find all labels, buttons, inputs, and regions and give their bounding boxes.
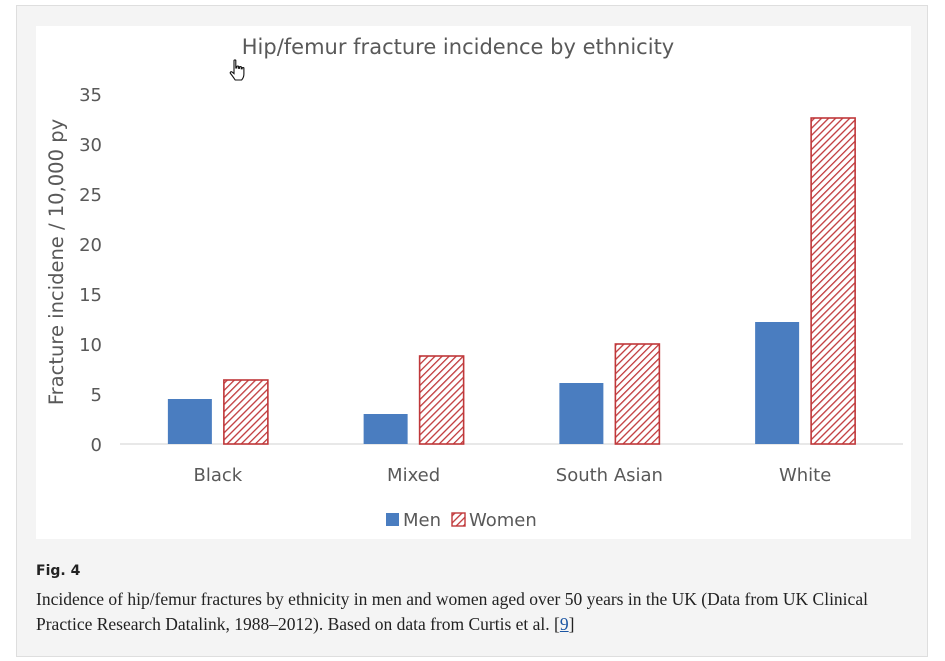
y-tick-label: 5 <box>91 385 102 406</box>
y-axis-label: Fracture incidene / 10,000 py <box>45 119 68 405</box>
y-tick-label: 0 <box>91 435 102 456</box>
bar-women-black <box>223 379 269 445</box>
y-tick-label: 30 <box>79 135 102 156</box>
y-tick-label: 25 <box>79 185 102 206</box>
hand-pointer-icon <box>229 59 245 81</box>
figure-caption: Incidence of hip/femur fractures by ethn… <box>36 587 876 637</box>
x-tick-label: Mixed <box>387 465 440 486</box>
caption-end: ] <box>568 614 575 634</box>
y-tick-label: 10 <box>79 335 102 356</box>
chart-panel: Hip/femur fracture incidence by ethnicit… <box>36 26 911 539</box>
x-tick-label: White <box>779 465 831 486</box>
y-tick-label: 20 <box>79 235 102 256</box>
bar-men-south-asian <box>559 383 604 444</box>
bar-women-mixed <box>418 355 465 445</box>
legend-label-women: Women <box>469 510 537 531</box>
reference-link[interactable]: 9 <box>559 614 569 634</box>
bar-men-white <box>755 322 800 444</box>
legend-swatch-men <box>386 513 399 526</box>
caption-text: Incidence of hip/femur fractures by ethn… <box>36 589 868 634</box>
y-tick-label: 35 <box>79 85 102 106</box>
y-tick-label: 15 <box>79 285 102 306</box>
bar-chart: Hip/femur fracture incidence by ethnicit… <box>45 35 903 531</box>
legend-label-men: Men <box>403 510 441 531</box>
chart-title: Hip/femur fracture incidence by ethnicit… <box>242 35 674 59</box>
bar-men-mixed <box>363 414 408 444</box>
bar-women-south-asian <box>614 343 661 445</box>
bar-women-white <box>810 117 856 445</box>
legend-swatch-women <box>451 512 466 527</box>
bar-men-black <box>167 399 212 444</box>
x-tick-label: South Asian <box>556 465 663 486</box>
figure-label: Fig. 4 <box>36 563 81 579</box>
x-tick-label: Black <box>194 465 243 486</box>
